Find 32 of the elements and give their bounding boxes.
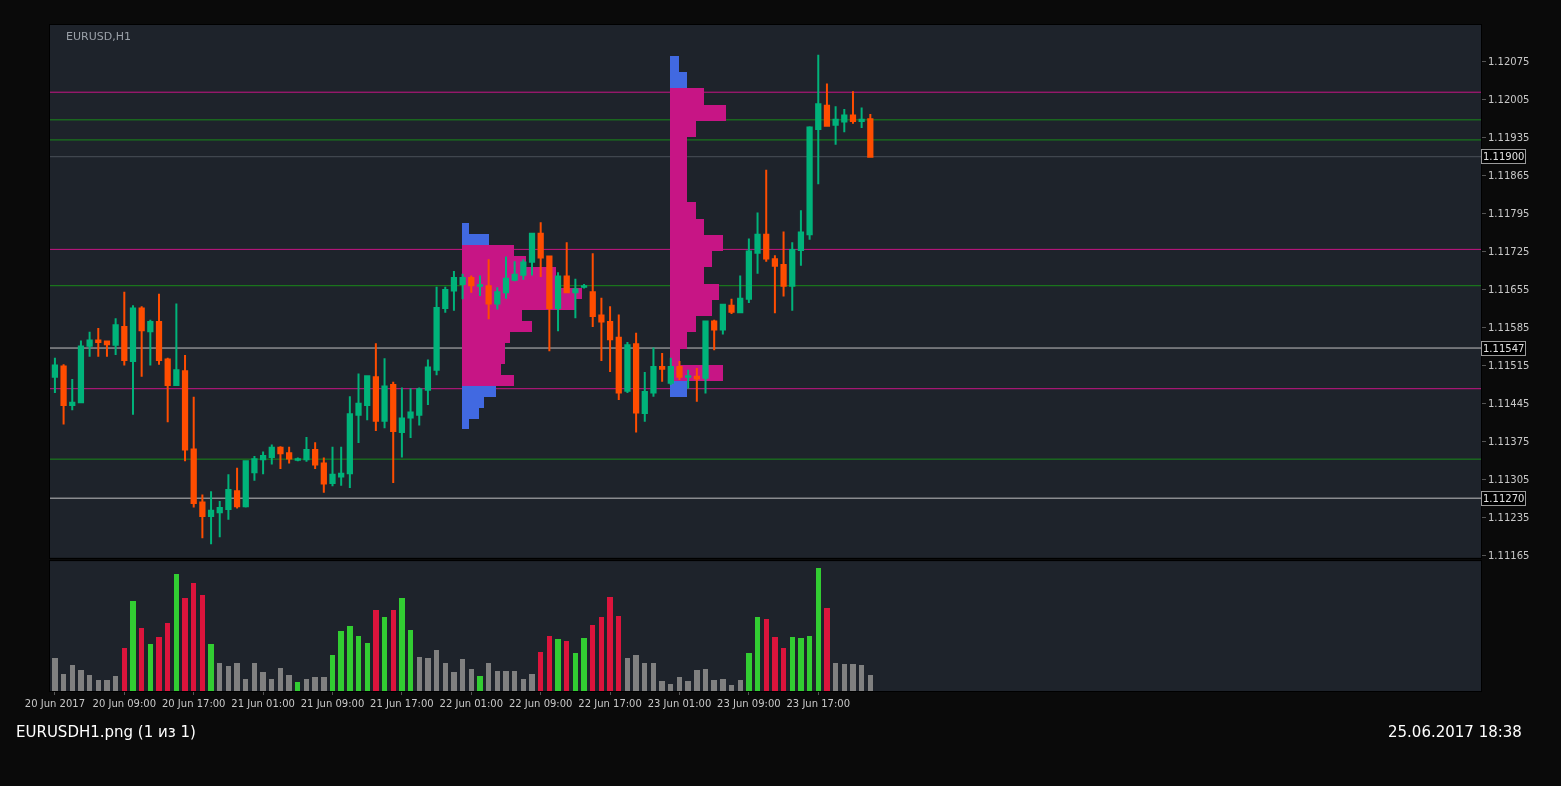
x-tick-label: 22 Jun 01:00 — [439, 698, 504, 709]
y-tick-label: 1.12005 — [1488, 94, 1530, 106]
y-tick-label: 1.11375 — [1488, 435, 1530, 447]
x-tick-label: 20 Jun 09:00 — [92, 698, 157, 709]
x-tick-label: 21 Jun 01:00 — [231, 698, 295, 709]
text: EURUSDH1.png (1 из 1) — [16, 723, 196, 741]
y-tick-label: 1.11165 — [1488, 549, 1530, 561]
text: EURUSD,H1 — [66, 30, 131, 43]
y-tick-label: 1.11585 — [1488, 321, 1530, 333]
y-tick-label: 1.11235 — [1488, 511, 1530, 523]
x-tick-label: 20 Jun 2017 — [24, 698, 85, 709]
x-tick-label: 23 Jun 01:00 — [647, 698, 712, 709]
x-tick-label: 23 Jun 09:00 — [717, 698, 781, 709]
ref-line-label: 1.11270 — [1483, 493, 1525, 504]
x-tick-label: 22 Jun 17:00 — [578, 698, 642, 709]
ref-line-label: 1.11547 — [1483, 343, 1525, 354]
x-tick-label: 21 Jun 17:00 — [370, 698, 434, 709]
x-tick-label: 23 Jun 17:00 — [786, 698, 851, 709]
y-tick-label: 1.11655 — [1488, 284, 1530, 295]
y-tick-label: 1.11305 — [1488, 473, 1530, 485]
y-tick-label: 1.11935 — [1488, 132, 1530, 144]
y-tick-label: 1.12075 — [1488, 56, 1530, 68]
ref-line-label: 1.11900 — [1483, 151, 1525, 162]
y-tick-label: 1.11515 — [1488, 359, 1530, 371]
y-tick-label: 1.11725 — [1488, 246, 1530, 258]
x-tick-label: 22 Jun 09:00 — [508, 698, 573, 709]
y-tick-label: 1.11795 — [1488, 208, 1530, 220]
text: 25.06.2017 18:38 — [1388, 723, 1522, 741]
y-tick-label: 1.11445 — [1488, 397, 1530, 409]
x-tick-label: 21 Jun 09:00 — [300, 698, 365, 709]
y-tick-label: 1.11865 — [1488, 170, 1530, 182]
x-tick-label: 20 Jun 17:00 — [161, 698, 226, 709]
